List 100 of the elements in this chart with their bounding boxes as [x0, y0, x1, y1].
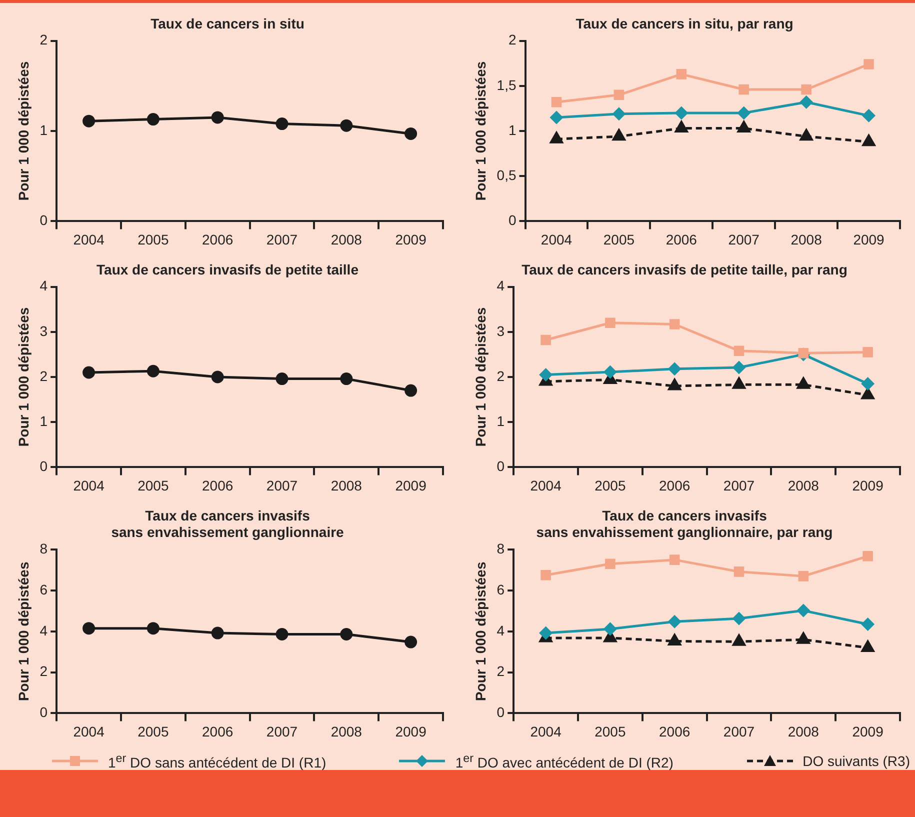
- chart-title: Taux de cancers invasifs de petite taille: [96, 261, 359, 278]
- y-tick-label: 0: [508, 212, 516, 228]
- point: [797, 604, 810, 617]
- x-tick-label: 2004: [73, 231, 105, 248]
- point: [146, 113, 160, 126]
- point: [862, 134, 876, 146]
- y-axis-title: Pour 1 000 dépistées: [15, 307, 32, 447]
- y-tick-label: 0,5: [496, 166, 516, 183]
- point: [861, 640, 874, 652]
- chart-title: Taux de cancers invasifs sans envahissement ganglionnaire: [111, 507, 344, 540]
- y-axis-title: Pour 1 000 dépistées: [472, 61, 488, 201]
- y-tick-label: 2: [496, 368, 505, 384]
- y-tick-label: 1,5: [496, 76, 516, 93]
- point: [82, 366, 96, 379]
- y-tick-label: 1: [40, 412, 48, 429]
- x-tick-label: 2006: [202, 723, 234, 740]
- point: [738, 106, 750, 120]
- point: [605, 558, 616, 570]
- x-tick-label: 2009: [395, 231, 427, 248]
- point: [796, 632, 810, 644]
- y-tick-label: 2: [40, 663, 48, 680]
- y-tick-label: 1: [40, 122, 48, 138]
- y-tick-label: 6: [40, 581, 48, 598]
- point: [276, 118, 288, 130]
- point: [550, 132, 563, 144]
- x-tick-label: 2008: [330, 723, 362, 740]
- point: [862, 618, 874, 630]
- point: [146, 364, 160, 378]
- point: [82, 622, 96, 635]
- y-tick-label: 0: [496, 704, 505, 720]
- point: [668, 378, 682, 390]
- point: [551, 96, 562, 108]
- legend-label: DO suivants (R3): [802, 753, 910, 770]
- point: [674, 121, 688, 133]
- x-tick-label: 2004: [530, 477, 562, 494]
- x-tick-label: 2004: [73, 723, 105, 740]
- point: [861, 388, 874, 400]
- point: [796, 377, 810, 389]
- x-tick-label: 2004: [73, 477, 105, 494]
- point: [276, 372, 288, 386]
- point: [732, 612, 746, 625]
- y-tick-label: 3: [40, 322, 48, 339]
- x-tick-label: 2007: [723, 723, 755, 740]
- x-tick-label: 2007: [266, 477, 298, 494]
- point: [604, 622, 616, 636]
- x-tick-label: 2008: [788, 723, 820, 740]
- y-tick-label: 0: [40, 212, 48, 228]
- point: [737, 121, 750, 133]
- point: [732, 634, 746, 646]
- x-tick-label: 2007: [266, 723, 298, 740]
- point: [798, 348, 809, 358]
- x-tick-label: 2007: [266, 231, 298, 248]
- y-tick-label: 1: [496, 412, 505, 429]
- point: [612, 108, 626, 120]
- y-axis-title: Pour 1 000 dépistées: [15, 61, 32, 201]
- y-tick-label: 1: [508, 122, 516, 138]
- y-tick-label: 2: [40, 32, 48, 48]
- x-tick-label: 2006: [202, 231, 234, 248]
- point: [862, 347, 873, 358]
- y-tick-label: 0: [40, 704, 48, 720]
- x-tick-label: 2006: [659, 477, 690, 494]
- x-tick-label: 2008: [330, 231, 362, 248]
- y-axis-title: Pour 1 000 dépistées: [472, 307, 488, 447]
- point: [540, 368, 552, 381]
- point: [738, 84, 749, 95]
- point: [732, 377, 746, 389]
- x-tick-label: 2009: [853, 231, 885, 248]
- x-tick-label: 2009: [395, 723, 427, 740]
- point: [668, 634, 682, 646]
- point: [800, 129, 813, 141]
- x-tick-label: 2006: [659, 723, 690, 740]
- x-tick-label: 2007: [723, 477, 755, 494]
- y-tick-label: 0: [40, 458, 48, 474]
- point: [604, 366, 616, 378]
- point: [404, 127, 418, 140]
- chart-title: Taux de cancers in situ, par rang: [576, 15, 794, 32]
- point: [862, 551, 873, 562]
- point: [605, 318, 616, 328]
- y-tick-label: 4: [496, 278, 505, 294]
- point: [676, 69, 687, 80]
- point: [211, 626, 224, 640]
- point: [801, 84, 812, 95]
- legend-label: 1$^{er}$ DO sans antécédent de DI (R1): [108, 752, 326, 771]
- point: [612, 129, 626, 141]
- x-tick-label: 2006: [666, 231, 698, 248]
- point: [614, 90, 624, 100]
- x-tick-label: 2007: [728, 231, 760, 248]
- y-tick-label: 8: [496, 540, 505, 556]
- x-tick-label: 2005: [138, 723, 169, 740]
- point: [340, 628, 353, 641]
- point: [540, 334, 551, 346]
- x-tick-label: 2009: [852, 723, 884, 740]
- x-tick-label: 2006: [202, 477, 234, 494]
- y-tick-label: 6: [496, 581, 505, 598]
- point: [211, 370, 224, 384]
- point: [82, 114, 96, 128]
- point: [862, 378, 874, 390]
- y-tick-label: 4: [496, 622, 505, 638]
- point: [734, 346, 744, 356]
- x-tick-label: 2005: [138, 477, 169, 494]
